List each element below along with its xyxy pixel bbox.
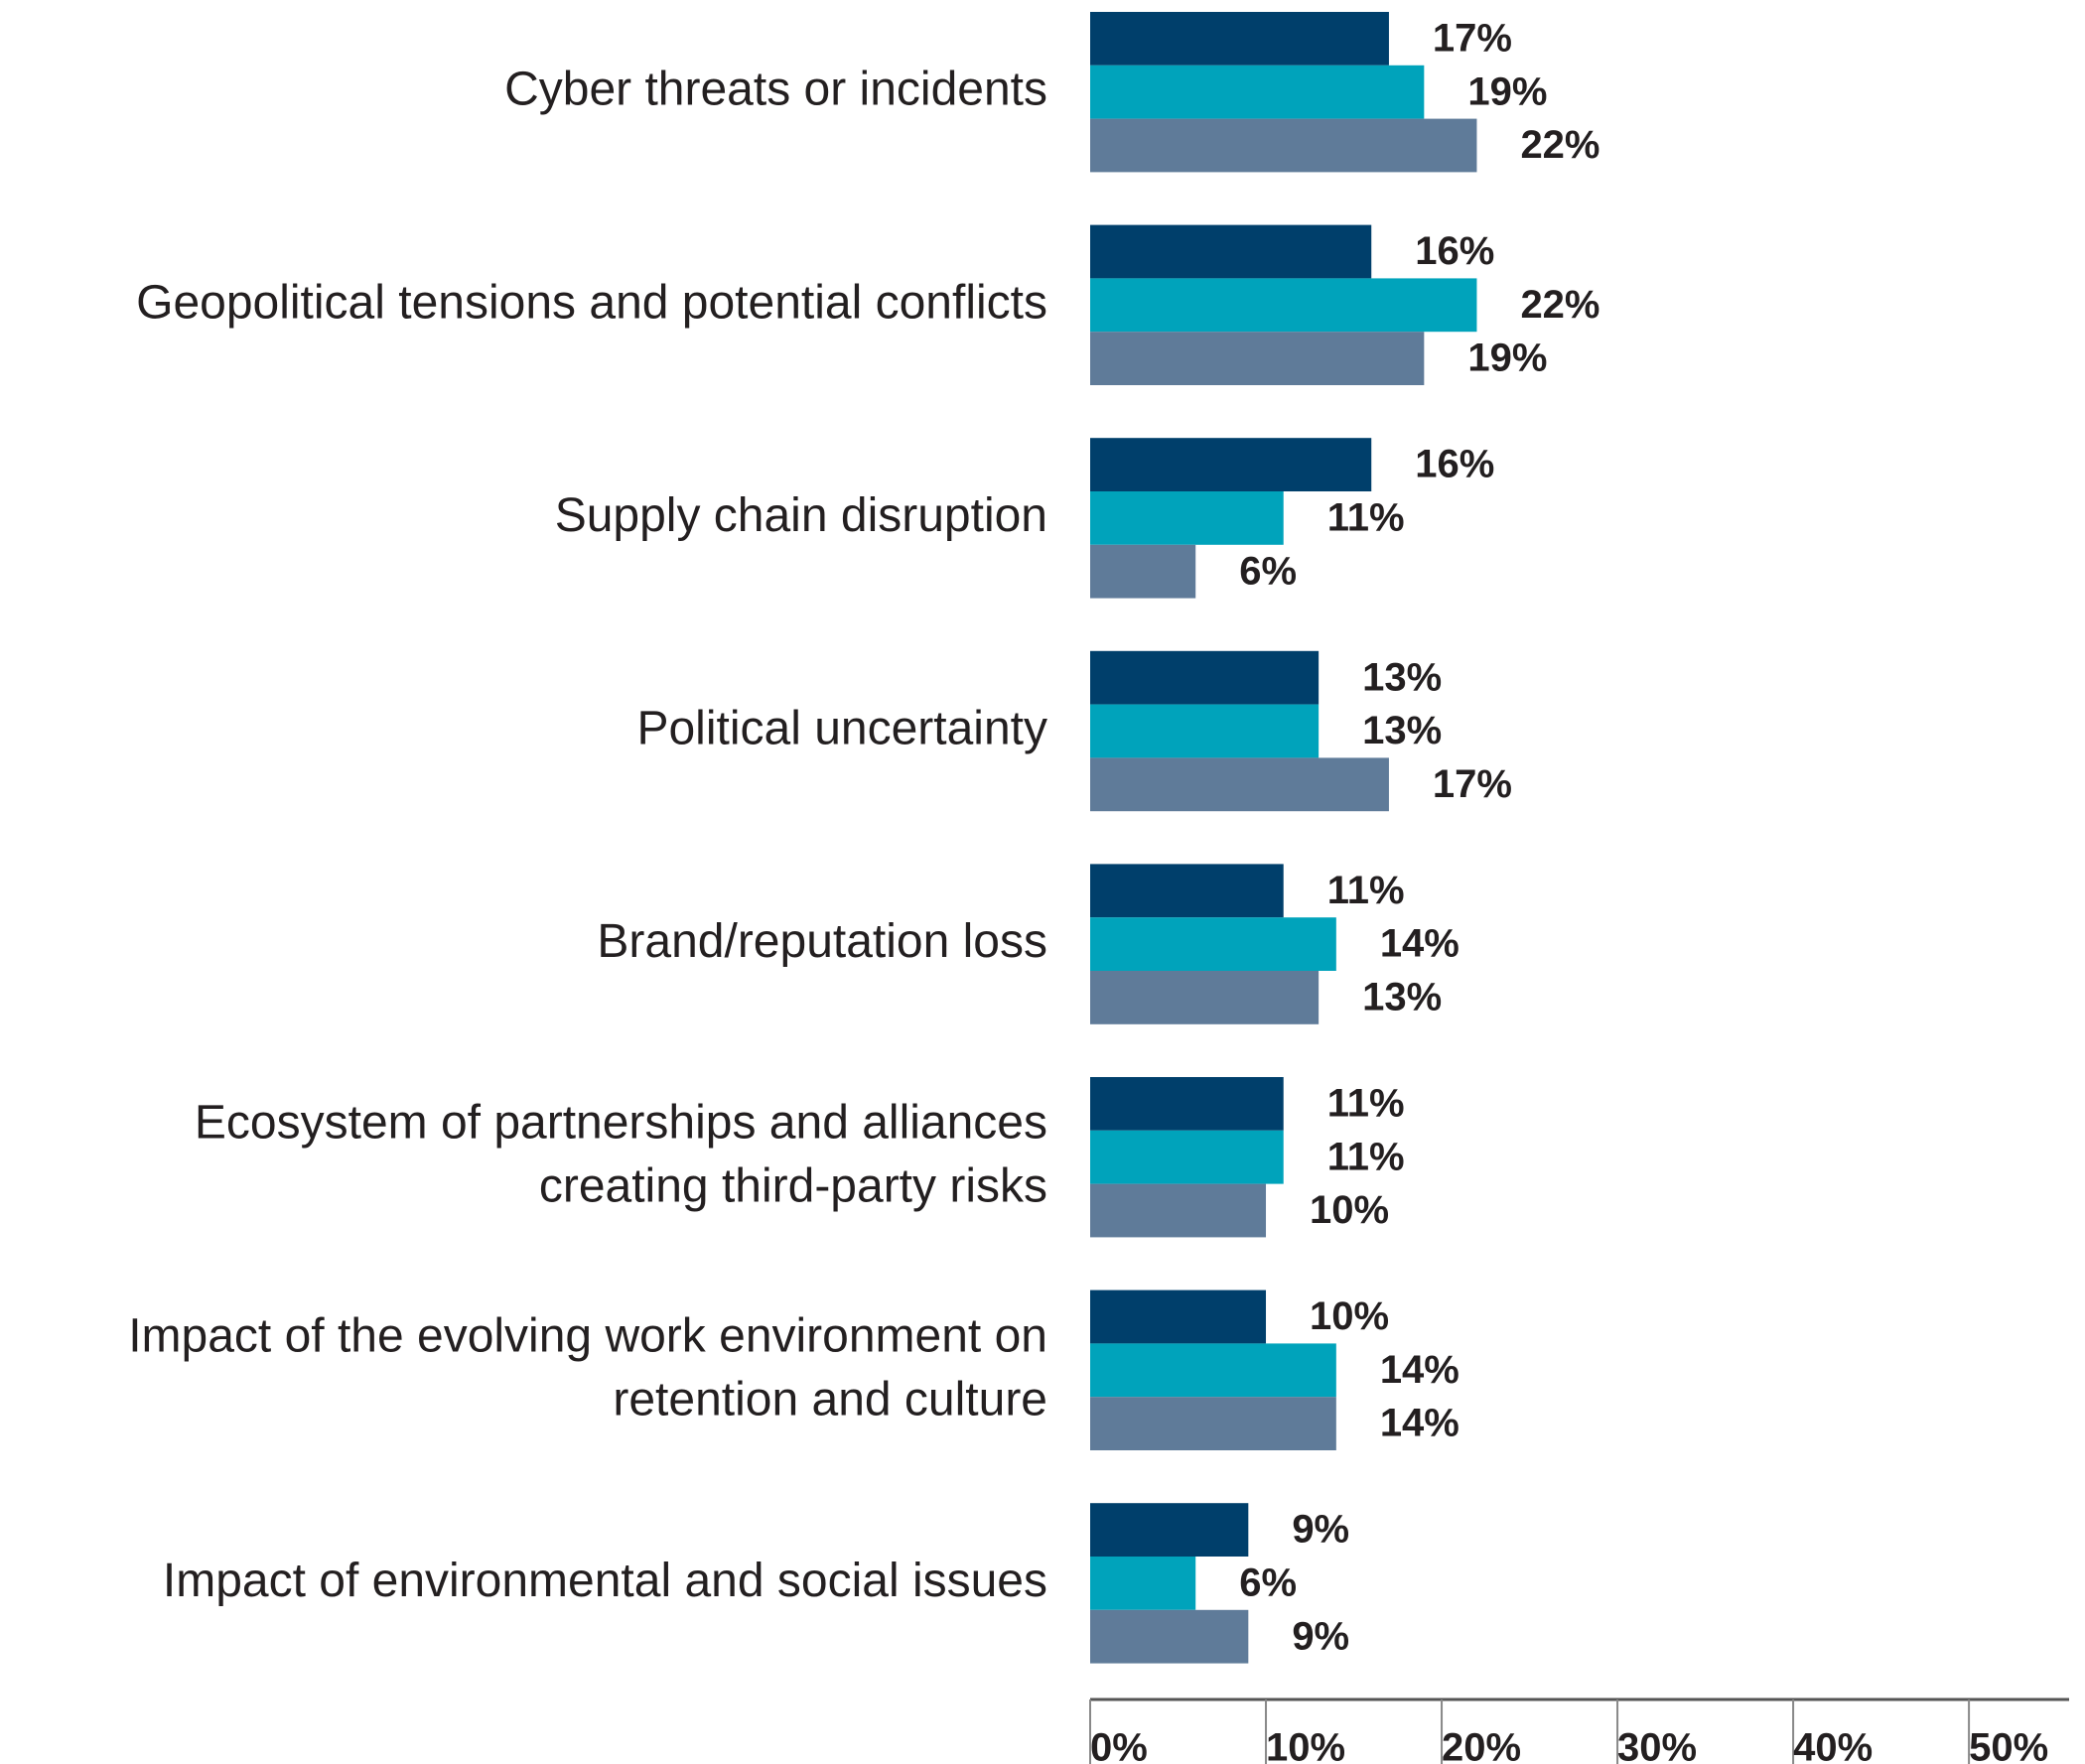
bar (1090, 704, 1320, 758)
bar (1090, 12, 1389, 66)
category-label: Brand/reputation loss (597, 915, 1047, 968)
value-label: 11% (1327, 495, 1405, 539)
bar (1090, 1503, 1249, 1557)
bar (1090, 1183, 1267, 1238)
bar (1090, 1609, 1249, 1664)
bar (1090, 438, 1372, 491)
value-label: 14% (1380, 1402, 1460, 1445)
value-label: 13% (1362, 655, 1442, 699)
x-tick-label: 40% (1793, 1726, 1873, 1764)
value-label: 13% (1362, 709, 1442, 752)
category-label: Geopolitical tensions and potential conf… (136, 276, 1047, 329)
value-label: 16% (1415, 443, 1494, 486)
value-label: 6% (1239, 549, 1297, 593)
bar (1090, 278, 1477, 333)
value-label: 14% (1380, 922, 1460, 966)
category-label: Ecosystem of partnerships and alliances c… (195, 1096, 1047, 1212)
x-tick-label: 20% (1442, 1726, 1521, 1764)
bar (1090, 544, 1196, 599)
bar (1090, 864, 1284, 918)
value-label: 19% (1467, 69, 1547, 113)
bar (1090, 1343, 1336, 1398)
category-label: Supply chain disruption (555, 489, 1047, 542)
bar (1090, 65, 1425, 119)
value-label: 9% (1292, 1508, 1349, 1552)
x-tick-label: 30% (1617, 1726, 1697, 1764)
bar (1090, 491, 1284, 545)
value-label: 22% (1520, 123, 1599, 167)
bar (1090, 1077, 1284, 1131)
value-label: 22% (1520, 283, 1599, 327)
bar (1090, 118, 1477, 173)
value-label: 9% (1292, 1614, 1349, 1658)
bar (1090, 332, 1425, 385)
bar (1090, 1557, 1196, 1610)
category-label: Impact of environmental and social issue… (163, 1555, 1047, 1607)
bar (1090, 971, 1320, 1024)
x-tick-label: 50% (1969, 1726, 2048, 1764)
bar (1090, 224, 1372, 279)
category-label: Cyber threats or incidents (504, 63, 1047, 115)
value-label: 6% (1239, 1560, 1297, 1604)
value-label: 17% (1433, 762, 1512, 806)
bar (1090, 650, 1320, 705)
value-label: 14% (1380, 1348, 1460, 1392)
value-label: 19% (1467, 337, 1547, 380)
bar (1090, 1289, 1267, 1344)
value-label: 10% (1310, 1294, 1389, 1338)
value-label: 17% (1433, 16, 1512, 60)
bar (1090, 1397, 1336, 1450)
value-label: 10% (1310, 1188, 1389, 1232)
value-label: 11% (1327, 869, 1405, 912)
category-label: Political uncertainty (636, 702, 1047, 754)
category-label: Impact of the evolving work environment … (128, 1309, 1047, 1425)
bar (1090, 1130, 1284, 1184)
bar (1090, 917, 1336, 971)
value-label: 11% (1327, 1081, 1405, 1125)
x-tick-label: 10% (1266, 1726, 1345, 1764)
value-label: 11% (1327, 1135, 1405, 1178)
x-tick-label: 0% (1090, 1726, 1148, 1764)
value-label: 13% (1362, 975, 1442, 1018)
value-label: 16% (1415, 229, 1494, 273)
bar (1090, 757, 1389, 812)
